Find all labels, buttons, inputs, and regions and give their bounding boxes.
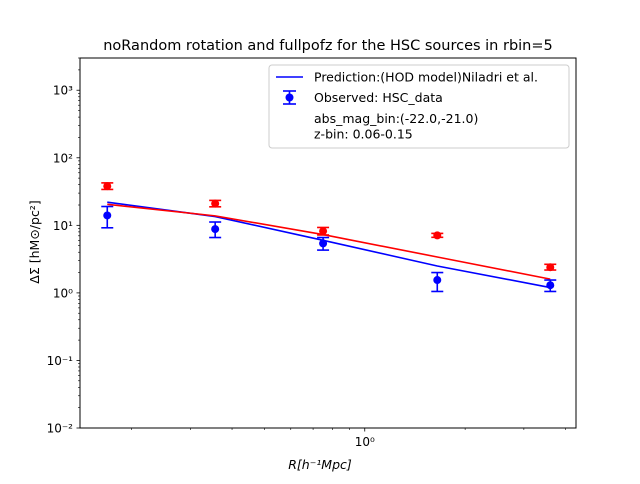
legend-label-observed: Observed: HSC_data (314, 90, 443, 105)
data-point (319, 227, 328, 236)
legend: Prediction:(HOD model)Niladri et al. Obs… (268, 64, 570, 149)
data-point (211, 225, 220, 234)
legend-note-mag-bin: abs_mag_bin:(-22.0,-21.0) (314, 111, 478, 126)
y-tick-label: 10² (53, 151, 73, 165)
data-point (103, 182, 112, 191)
y-axis-label: ΔΣ [hM⊙/pc²] (27, 200, 42, 283)
data-point (103, 211, 112, 220)
y-tick-label: 10⁻² (47, 422, 74, 436)
legend-label-prediction: Prediction:(HOD model)Niladri et al. (314, 70, 538, 85)
data-point (433, 276, 442, 285)
y-tick-label: 10³ (53, 84, 73, 98)
legend-note-z-bin: z-bin: 0.06-0.15 (314, 127, 413, 142)
data-point (546, 263, 555, 272)
data-point (319, 239, 328, 248)
y-tick-label: 10⁻¹ (47, 354, 74, 368)
y-tick-label: 10⁰ (53, 286, 73, 300)
axes-frame (79, 57, 577, 429)
y-tick-label: 10¹ (53, 219, 73, 233)
plot-area: 10⁻² 10⁻¹ 10⁰ 10¹ 10² 10³ 10⁰ (47, 57, 566, 449)
series-line-0 (107, 201, 551, 289)
legend-box (268, 64, 570, 149)
chart-title: noRandom rotation and fullpofz for the H… (103, 38, 553, 54)
data-point (211, 199, 220, 208)
data-point (546, 281, 555, 290)
legend-marker (285, 93, 294, 102)
x-tick-label: 10⁰ (355, 435, 375, 449)
x-axis-label: R[h⁻¹Mpc] (288, 457, 352, 472)
data-point (433, 231, 442, 240)
